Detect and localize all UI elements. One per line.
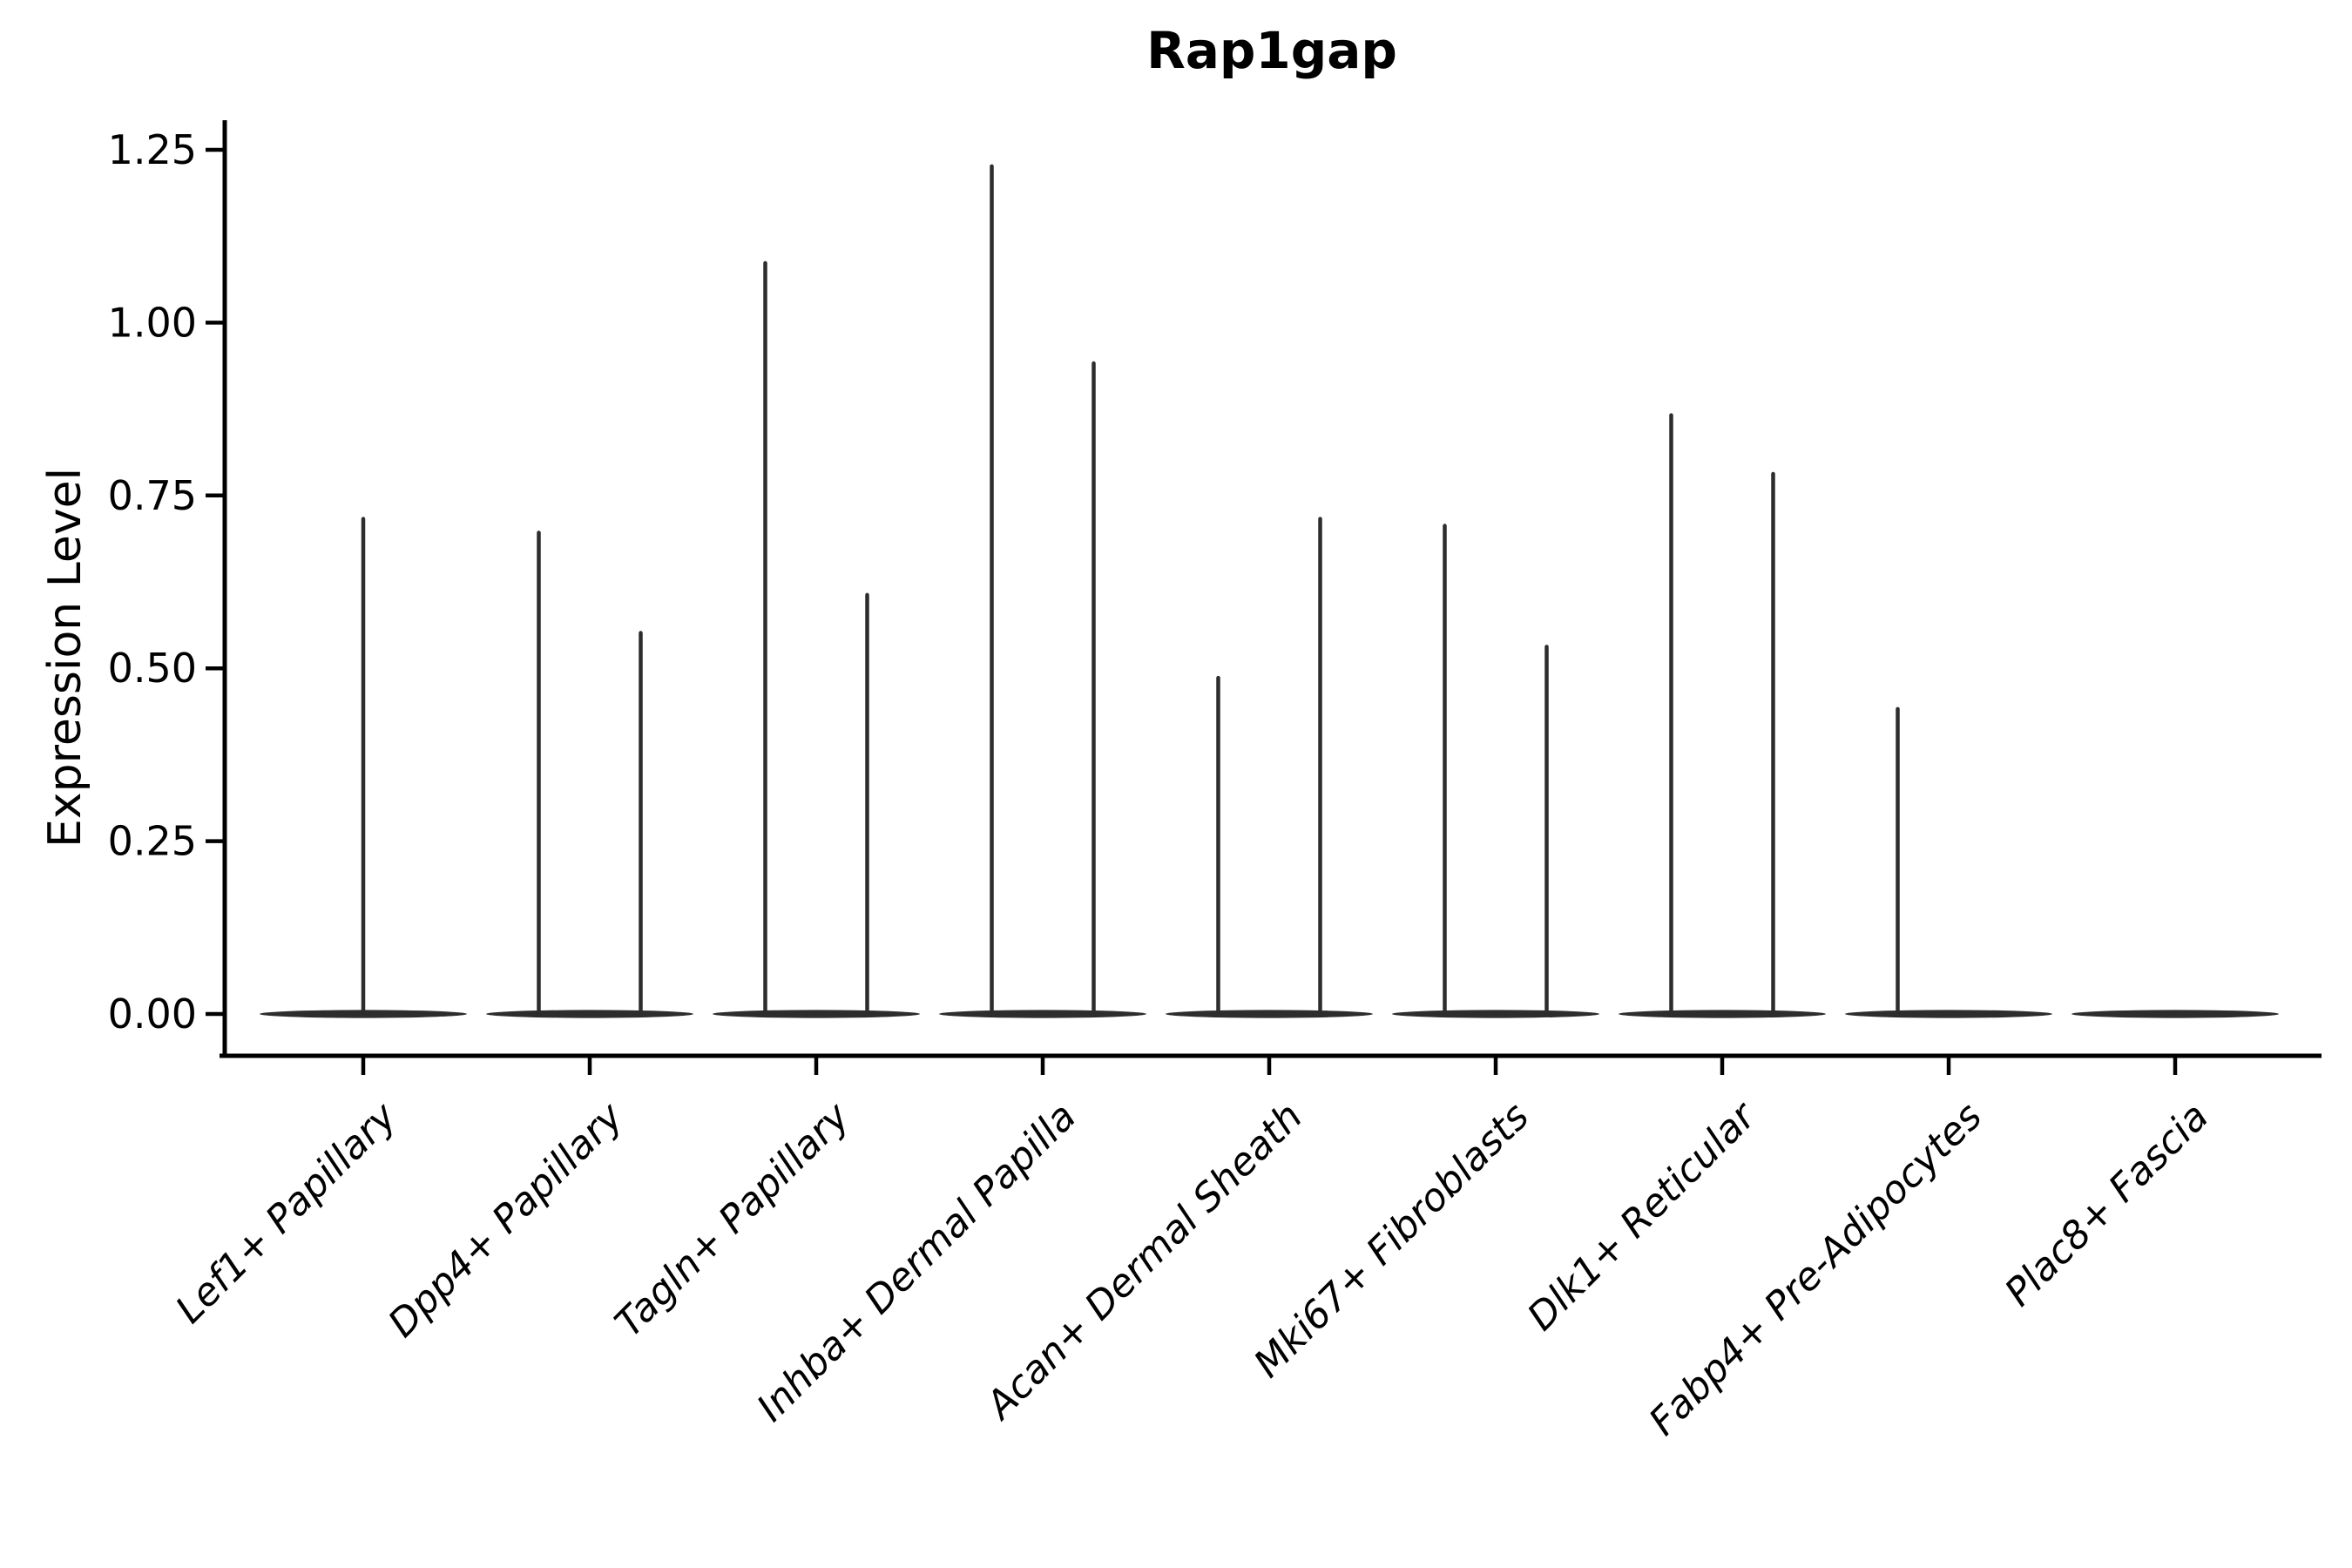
violin (713, 260, 920, 1018)
y-tick-label: 0.50 (108, 645, 197, 692)
x-tick-label: Plac8+ Fascia (1997, 1094, 2217, 1315)
y-axis-label: Expression Level (39, 468, 91, 848)
x-tick-label: Dpp4+ Papillary (380, 1093, 632, 1346)
violin-body (1392, 1010, 1599, 1018)
violin-body (486, 1010, 693, 1018)
violin (1392, 524, 1599, 1018)
violin-body (1166, 1010, 1373, 1018)
y-tick-label: 1.25 (108, 126, 197, 173)
violin-body (1619, 1010, 1826, 1018)
x-tick-label: Lef1+ Papillary (167, 1093, 406, 1332)
y-tick-label: 0.25 (108, 818, 197, 865)
violin (486, 531, 693, 1018)
violin (2072, 1010, 2279, 1018)
violin (939, 164, 1146, 1018)
y-tick-label: 0.75 (108, 472, 197, 519)
plot-title: Rap1gap (1146, 21, 1397, 80)
y-axis-ticks: 0.00 0.25 0.50 0.75 1.00 1.25 (108, 126, 223, 1037)
x-tick-label: Tagln+ Papillary (606, 1093, 858, 1345)
violin-body (2072, 1010, 2279, 1018)
violin (1845, 706, 2052, 1018)
violins-group (260, 164, 2279, 1018)
y-tick-label: 0.00 (108, 990, 197, 1037)
y-tick-label: 1.00 (108, 299, 197, 346)
violin-body (939, 1010, 1146, 1018)
violin (1619, 413, 1826, 1018)
violin (1166, 517, 1373, 1018)
violin (260, 517, 467, 1018)
violin-body (1845, 1010, 2052, 1018)
violin-body (713, 1010, 920, 1018)
x-tick-label: Dlk1+ Reticular (1519, 1092, 1766, 1339)
